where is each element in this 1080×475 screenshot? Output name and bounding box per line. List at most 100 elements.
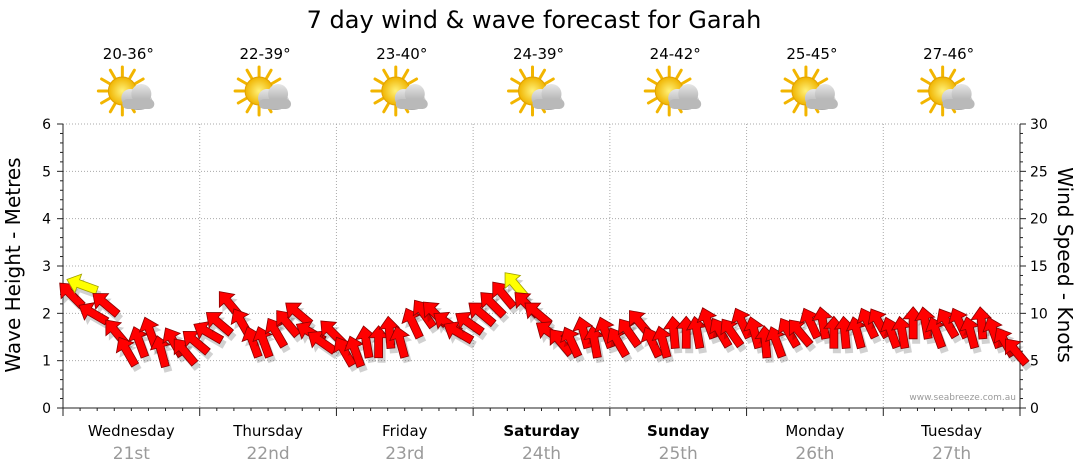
x-axis-labels: Wednesday 21st Thursday 22nd Friday 23rd Satur… [88,422,982,464]
wind-arrow [524,302,553,328]
sun-ray [236,97,248,105]
day-date: 22nd [246,444,289,464]
wind-arrow [560,326,583,359]
wind-arrow [78,302,110,326]
wind-arrow [59,282,86,310]
sun-ray [920,97,932,105]
weather-row: 20-36° 22-39° 23-40° 24-39° 24-42° 25-45° 27-4… [96,45,975,117]
wind-series [59,272,1033,373]
wind-arrow [307,330,338,355]
wind-arrow [115,336,140,368]
sun-ray [108,68,117,80]
day-name: Wednesday [88,422,175,440]
temperature-range: 27-46° [923,45,974,63]
sun-ray [382,102,390,114]
day-date: 24th [522,444,561,464]
sun-ray [929,102,937,114]
sun-ray [655,102,664,114]
wind-arrow [193,321,225,345]
wind-arrow [468,302,497,328]
wind-arrow [651,325,673,359]
sun-ray [108,102,117,114]
temperature-range: 20-36° [103,45,154,63]
wind-arrow [455,311,485,336]
wind-arrow [720,318,745,349]
cloud [669,99,702,109]
wind-arrow [480,292,507,319]
sun-ray [543,77,555,85]
y-tick-label-right: 15 [1030,259,1048,275]
sun-ray [948,68,957,80]
y-tick-label-right: 0 [1030,401,1039,417]
sun-ray [236,77,248,85]
wind-arrow [343,335,366,369]
wind-arrow [789,319,814,348]
temperature-range: 23-40° [376,45,427,63]
axes: 0 1 2 3 4 5 6 0 5 10 15 20 25 30 [42,117,1048,417]
day-name: Sunday [647,422,710,440]
temperature-range: 22-39° [240,45,291,63]
sun-ray [675,68,683,80]
sun-ray [373,77,385,85]
day-name: Friday [382,422,428,440]
sun-ray [680,77,692,85]
y-tick-label-left: 4 [42,212,51,228]
cloud [942,99,975,109]
sun-ray [100,97,111,105]
y-tick-label-right: 10 [1030,306,1048,322]
cloud [122,99,155,109]
y-tick-label-left: 0 [42,401,51,417]
y-axis-right-label: Wind Speed - Knots [1053,167,1077,363]
wind-arrow [914,306,936,340]
sun-ray [646,97,658,105]
sun-ray [100,77,111,85]
day-name: Monday [785,422,844,440]
y-tick-label-right: 20 [1030,212,1048,228]
sun-ray [510,97,522,105]
wind-arrow [662,315,685,349]
partly-cloudy-sun-icon [780,65,838,117]
partly-cloudy-sun-icon [507,65,565,117]
y-tick-label-right: 30 [1030,117,1048,133]
sun-ray [265,68,273,80]
wind-arrow [205,312,235,337]
y-tick-label-left: 5 [42,164,51,180]
wind-arrow [492,281,517,310]
cloud [805,99,838,109]
partly-cloudy-sun-icon [643,65,702,117]
wind-arrow [378,315,401,349]
day-name: Tuesday [920,422,982,440]
sun-ray [519,102,527,114]
wind-arrow [354,325,377,359]
sun-ray [133,77,145,85]
sun-ray [373,97,385,105]
wind-arrow [92,293,121,318]
day-date: 21st [113,444,150,464]
day-date: 26th [795,444,834,464]
wind-arrow [1005,338,1030,367]
sun-ray [792,102,800,114]
sun-ray [270,77,282,85]
sun-ray [954,77,965,85]
y-axis-left-label: Wave Height - Metres [1,157,25,372]
wind-arrow [765,326,787,359]
sun-ray [929,68,937,80]
wind-arrow [252,326,274,359]
wind-arrow [367,325,390,359]
y-tick-label-left: 3 [42,259,51,275]
y-tick-label-left: 1 [42,354,51,370]
wind-arrow [264,317,289,349]
wind-arrow [66,273,99,295]
sun-ray [792,68,800,80]
partly-cloudy-sun-icon [233,65,292,117]
day-date: 27th [932,444,971,464]
grid [63,123,1020,408]
partly-cloudy-sun-icon [370,65,428,117]
wind-arrow [936,308,960,340]
sun-ray [783,77,795,85]
wind-arrow [606,327,630,359]
wind-arrow [811,306,833,340]
sun-ray [783,97,795,105]
wind-arrow [890,315,913,350]
